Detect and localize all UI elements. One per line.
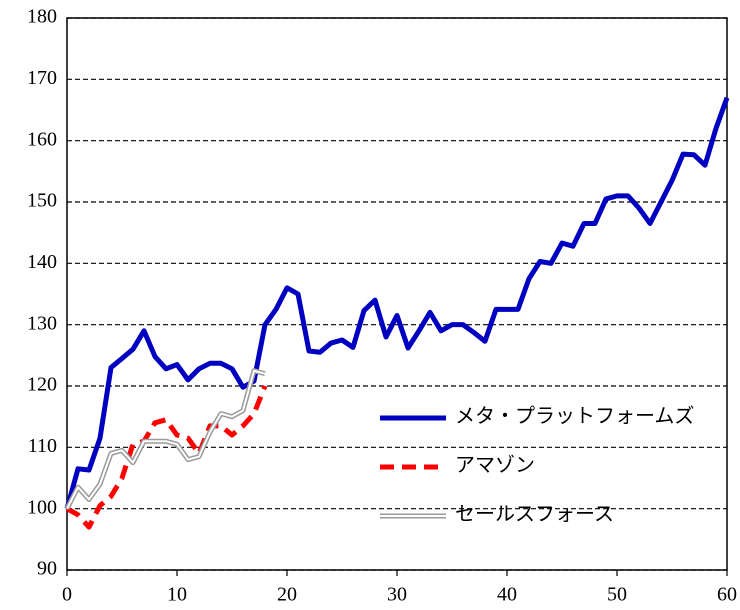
- y-tick-label: 90: [37, 558, 57, 580]
- legend-label: アマゾン: [455, 454, 535, 477]
- legend-label: メタ・プラットフォームズ: [455, 405, 694, 428]
- y-tick-label: 100: [27, 496, 57, 518]
- x-tick-label: 50: [607, 584, 627, 606]
- series-line: [64, 96, 730, 510]
- y-tick-label: 150: [27, 190, 57, 212]
- series-line: [65, 385, 268, 530]
- x-tick-label: 60: [717, 584, 737, 606]
- x-tick-label: 20: [277, 584, 297, 606]
- y-tick-label: 160: [27, 128, 57, 150]
- x-tick-label: 10: [167, 584, 187, 606]
- y-tick-label: 170: [27, 67, 57, 89]
- y-tick-label: 140: [27, 251, 57, 273]
- x-tick-label: 40: [497, 584, 517, 606]
- y-tick-label: 120: [27, 374, 57, 396]
- legend-label: セールスフォース: [455, 504, 614, 526]
- plot-frame: [66, 17, 728, 571]
- x-tick-label: 30: [387, 584, 407, 606]
- x-tick-label: 0: [62, 584, 72, 606]
- y-tick-label: 110: [28, 435, 57, 457]
- y-tick-label: 130: [27, 312, 57, 334]
- series-line-inner: [66, 369, 266, 510]
- y-tick-label: 180: [27, 6, 57, 28]
